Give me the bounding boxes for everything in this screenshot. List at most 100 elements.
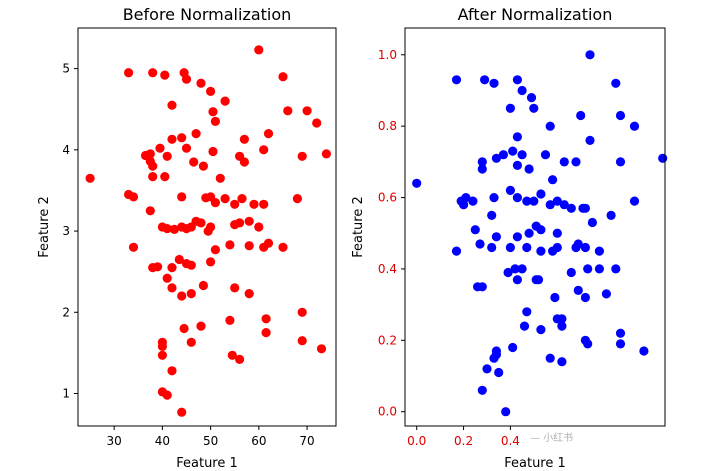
scatter-point [489, 78, 499, 88]
scatter-point [559, 157, 569, 167]
scatter-point [526, 93, 537, 103]
scatter-point [169, 224, 179, 234]
scatter-point [220, 194, 230, 204]
scatter-point [210, 245, 220, 255]
scatter-point [283, 106, 293, 116]
scatter-point [128, 192, 139, 202]
scatter-point [583, 339, 593, 349]
scatter-point [583, 264, 593, 274]
scatter-point [249, 199, 259, 209]
y-tick-label: 3 [62, 224, 70, 238]
scatter-point [297, 336, 307, 346]
y-tick-label: 2 [62, 305, 70, 319]
before-normalization-panel: Before Normalization 30 40 50 60 70 1 2 3 4 5 Fe… [37, 5, 337, 471]
scatter-point [611, 78, 621, 88]
scatter-point [145, 149, 155, 159]
scatter-point [206, 86, 216, 96]
scatter-point [225, 240, 235, 250]
x-tick-label: 0.2 [454, 434, 473, 448]
y-tick-label: 0.0 [378, 405, 397, 419]
scatter-point [494, 367, 504, 378]
scatter-point [639, 346, 649, 356]
scatter-point [606, 210, 616, 220]
scatter-point [512, 160, 523, 170]
scatter-point [658, 153, 668, 163]
scatter-point [552, 196, 562, 206]
y-tick-label: 1 [62, 387, 70, 401]
scatter-point [508, 146, 518, 156]
scatter-point [302, 106, 312, 116]
scatter-point [550, 292, 560, 303]
scatter-point [451, 246, 462, 256]
scatter-point [548, 175, 558, 185]
scatter-point [501, 407, 511, 417]
scatter-point [186, 260, 196, 270]
after-points [412, 50, 668, 417]
scatter-point [155, 143, 165, 153]
before-points [85, 45, 331, 417]
scatter-point [512, 132, 523, 142]
scatter-point [587, 217, 598, 228]
scatter-point [235, 218, 245, 228]
scatter-point [536, 225, 546, 235]
scatter-point [477, 157, 487, 167]
scatter-point [524, 164, 534, 174]
x-tick-label: 40 [155, 434, 170, 448]
scatter-point [186, 337, 196, 347]
scatter-point [545, 121, 555, 131]
scatter-point [545, 353, 555, 363]
scatter-point [531, 275, 541, 285]
scatter-point [191, 129, 201, 139]
y-ticks: 1 2 3 4 5 [62, 62, 78, 401]
scatter-point [517, 85, 527, 96]
scatter-point [128, 242, 139, 252]
scatter-point [512, 232, 523, 242]
scatter-point [162, 390, 172, 400]
scatter-point [244, 289, 254, 299]
scatter-point [536, 325, 546, 335]
scatter-point [580, 292, 591, 303]
scatter-point [573, 285, 583, 295]
scatter-point [177, 291, 187, 301]
scatter-point [263, 129, 274, 139]
scatter-point [177, 133, 187, 143]
scatter-point [529, 103, 539, 113]
scatter-point [157, 341, 167, 351]
scatter-point [412, 178, 422, 188]
scatter-point [557, 357, 567, 367]
scatter-point [227, 350, 237, 360]
chart-title: After Normalization [458, 5, 613, 24]
scatter-point [259, 242, 269, 252]
scatter-point [571, 157, 581, 167]
scatter-point [615, 110, 626, 121]
scatter-point [230, 199, 240, 209]
y-tick-label: 0.4 [378, 262, 397, 276]
scatter-point [254, 45, 264, 55]
scatter-point [529, 196, 539, 206]
scatter-point [566, 203, 576, 213]
watermark-text: — 小红书 [530, 431, 573, 444]
scatter-point [181, 74, 192, 84]
scatter-point [189, 157, 199, 167]
scatter-point [206, 222, 216, 232]
scatter-point [167, 100, 177, 110]
scatter-point [508, 342, 518, 353]
scatter-point [162, 224, 172, 234]
scatter-point [254, 222, 264, 232]
scatter-point [316, 344, 327, 354]
scatter-point [585, 135, 595, 145]
scatter-point [210, 116, 220, 126]
scatter-point [239, 134, 249, 144]
scatter-point [206, 257, 216, 267]
scatter-point [512, 193, 523, 203]
x-tick-label: 30 [107, 434, 122, 448]
plot-frame [77, 27, 337, 427]
scatter-point [167, 134, 177, 144]
scatter-point [208, 107, 218, 117]
scatter-point [179, 323, 189, 334]
y-tick-label: 0.6 [378, 191, 397, 205]
scatter-point [512, 275, 523, 285]
scatter-point [235, 354, 245, 364]
scatter-point [162, 273, 172, 283]
scatter-point [167, 263, 177, 273]
